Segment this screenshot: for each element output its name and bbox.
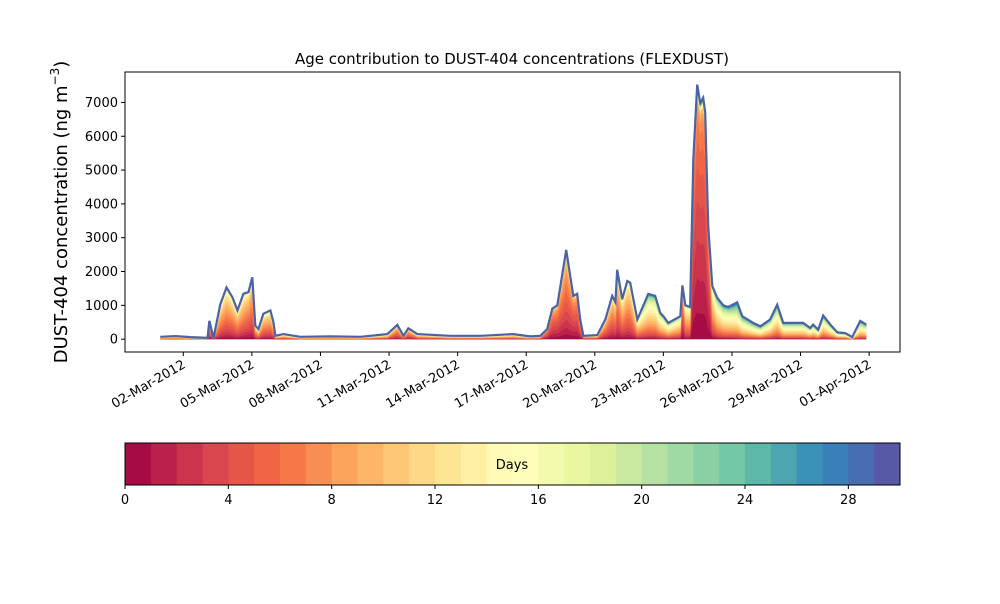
x-tick-label: 08-Mar-2012	[246, 357, 325, 411]
area-layer-age-17	[160, 90, 867, 339]
x-axis: 02-Mar-201205-Mar-201208-Mar-201211-Mar-…	[109, 352, 874, 412]
x-tick-label: 29-Mar-2012	[726, 357, 805, 411]
colorbar-bin-1	[150, 443, 178, 485]
area-layer-age-24	[160, 86, 867, 339]
colorbar-bin-26	[796, 443, 823, 485]
colorbar-bin-24	[745, 443, 772, 485]
colorbar-tick-label: 20	[633, 493, 650, 508]
area-layer-age-16	[160, 90, 867, 339]
colorbar-bin-18	[590, 443, 617, 485]
colorbar-bin-9	[357, 443, 384, 485]
x-tick-label: 05-Mar-2012	[178, 357, 257, 411]
stacked-area-layers	[160, 84, 867, 340]
colorbar-bin-20	[641, 443, 668, 485]
x-tick-label: 02-Mar-2012	[109, 357, 188, 411]
y-axis-label-sup: −3	[48, 68, 62, 86]
x-tick-label: 01-Apr-2012	[797, 357, 874, 410]
colorbar-bin-27	[822, 443, 849, 485]
colorbar-bin-4	[228, 443, 255, 485]
colorbar-bin-17	[564, 443, 591, 485]
area-layer-age-9	[160, 95, 867, 340]
colorbar-bin-2	[176, 443, 203, 485]
plot-frame	[124, 71, 901, 353]
x-tick-label: 26-Mar-2012	[658, 357, 737, 411]
colorbar-tick-label: 4	[224, 493, 232, 508]
colorbar-tick-label: 12	[427, 493, 444, 508]
y-tick-label: 7000	[85, 96, 118, 111]
area-layer-age-23	[160, 87, 867, 339]
colorbar-bin-15	[512, 443, 539, 485]
colorbar-bin-25	[770, 443, 798, 485]
area-layer-age-6	[160, 117, 867, 340]
x-tick-label: 20-Mar-2012	[521, 357, 600, 411]
x-tick-label: 23-Mar-2012	[589, 357, 668, 411]
y-tick-label: 5000	[85, 164, 118, 179]
chart-title: Age contribution to DUST-404 concentrati…	[295, 50, 729, 68]
area-layer-age-26	[160, 85, 867, 339]
colorbar-bin-12	[435, 443, 462, 485]
y-tick-label: 1000	[85, 299, 118, 314]
colorbar-label: Days	[496, 458, 529, 473]
area-layer-age-11	[160, 93, 867, 340]
area-layer-age-29	[160, 84, 867, 339]
y-axis-label-main: DUST-404 concentration (ng m	[51, 85, 72, 363]
colorbar-bin-3	[202, 443, 229, 485]
area-layer-age-13	[160, 92, 867, 339]
colorbar-bin-29	[874, 443, 901, 485]
area-layer-age-18	[160, 89, 867, 339]
area-layer-age-8	[160, 99, 867, 340]
colorbar-bin-23	[719, 443, 746, 485]
colorbar-tick-label: 16	[530, 493, 547, 508]
area-layer-age-5	[160, 136, 867, 340]
colorbar-tick-label: 8	[328, 493, 336, 508]
x-tick-label: 14-Mar-2012	[383, 357, 462, 411]
colorbar-tick-label: 28	[840, 493, 857, 508]
x-tick-label: 17-Mar-2012	[452, 357, 531, 411]
area-layer-age-12	[160, 92, 867, 339]
y-tick-label: 2000	[85, 265, 118, 280]
colorbar-bin-19	[615, 443, 643, 485]
y-axis-label: DUST-404 concentration (ng m−3)	[48, 61, 72, 364]
colorbar-bin-22	[693, 443, 720, 485]
y-axis-label-close: )	[51, 61, 72, 68]
area-layer-age-7	[160, 105, 867, 340]
colorbar-bin-13	[460, 443, 488, 485]
y-tick-label: 4000	[85, 197, 118, 212]
colorbar-bin-7	[305, 443, 333, 485]
colorbar: 0 4 8 12 16 20 24 28	[121, 442, 901, 508]
area-layer-age-14	[160, 91, 867, 339]
x-tick-label: 11-Mar-2012	[315, 357, 394, 411]
y-tick-label: 6000	[85, 130, 118, 145]
area-layer-age-27	[160, 85, 867, 339]
total-outline	[160, 84, 867, 339]
area-layer-age-20	[160, 88, 867, 339]
colorbar-bin-10	[383, 443, 410, 485]
colorbar-bin-21	[667, 443, 694, 485]
area-layer-age-22	[160, 87, 867, 339]
area-layer-age-10	[160, 94, 867, 340]
colorbar-bin-14	[486, 443, 513, 485]
colorbar-bin-6	[280, 443, 307, 485]
area-layer-age-21	[160, 88, 867, 339]
colorbar-bin-5	[254, 443, 281, 485]
colorbar-bin-16	[538, 443, 565, 485]
colorbar-tick-label: 24	[737, 493, 754, 508]
colorbar-bin-11	[409, 443, 436, 485]
y-tick-label: 3000	[85, 231, 118, 246]
colorbar-bin-28	[848, 443, 875, 485]
colorbar-bin-8	[331, 443, 358, 485]
colorbar-bin-0	[125, 443, 152, 485]
area-layer-age-25	[160, 86, 867, 339]
y-axis: 0 1000 2000 3000 4000 5000 6000 7000	[85, 96, 125, 348]
colorbar-tick-label: 0	[121, 493, 129, 508]
area-layer-age-19	[160, 89, 867, 339]
area-layer-age-15	[160, 91, 867, 339]
y-tick-label: 0	[110, 333, 118, 348]
area-layer-age-28	[160, 84, 867, 339]
colorbar-frame	[124, 442, 901, 486]
